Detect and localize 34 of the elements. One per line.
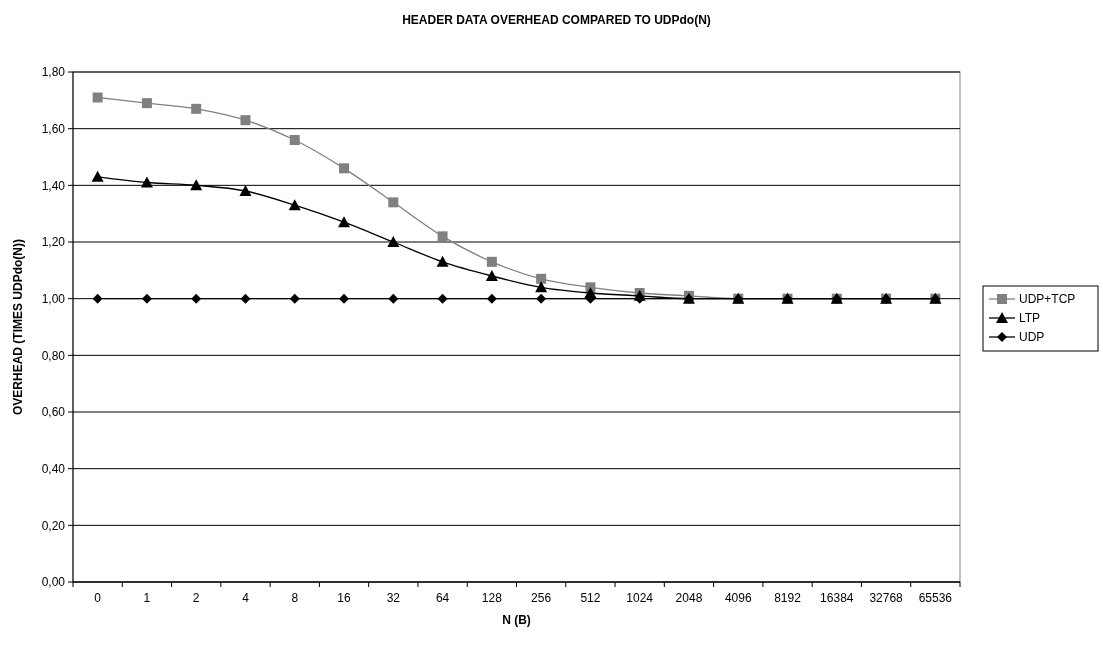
y-tick-label: 0,80: [41, 348, 66, 363]
legend-label: UDP+TCP: [1019, 292, 1076, 307]
y-tick-label: 1,40: [41, 178, 66, 193]
x-tick-label: 32768: [869, 591, 904, 605]
legend-label: LTP: [1019, 311, 1041, 326]
y-tick-label: 0,40: [41, 461, 66, 476]
x-tick-label: 256: [531, 591, 552, 605]
x-tick-label: 8192: [774, 591, 802, 605]
x-tick-label: 128: [481, 591, 503, 605]
x-tick-label: 2048: [675, 591, 703, 605]
y-tick-label: 0,20: [41, 518, 66, 533]
x-tick-label: 1: [143, 591, 151, 605]
x-tick-label: 16384: [820, 591, 854, 605]
x-tick-label: 4: [242, 591, 250, 605]
x-tick-label: 16: [337, 591, 352, 605]
y-tick-label: 1,80: [41, 65, 66, 80]
x-tick-label: 4096: [724, 591, 752, 605]
x-tick-label: 1024: [626, 591, 654, 605]
y-tick-label: 0,60: [41, 405, 66, 420]
x-tick-label: 8: [291, 591, 299, 605]
legend-label: UDP: [1019, 330, 1045, 345]
x-tick-label: 64: [435, 591, 450, 605]
x-tick-label: 2: [192, 591, 200, 605]
chart-title: HEADER DATA OVERHEAD COMPARED TO UDPdo(N): [402, 13, 711, 27]
y-axis-title: OVERHEAD (TIMES UDPdo(N)): [11, 239, 25, 415]
y-tick-label: 0,00: [41, 575, 66, 590]
y-tick-label: 1,20: [41, 235, 66, 250]
x-tick-label: 32: [386, 591, 401, 605]
x-axis-title: N (B): [502, 613, 531, 627]
x-tick-label: 512: [580, 591, 601, 605]
x-tick-label: 65536: [918, 591, 953, 605]
y-tick-label: 1,60: [41, 121, 66, 136]
x-tick-label: 0: [94, 591, 102, 605]
y-tick-label: 1,00: [41, 291, 66, 306]
